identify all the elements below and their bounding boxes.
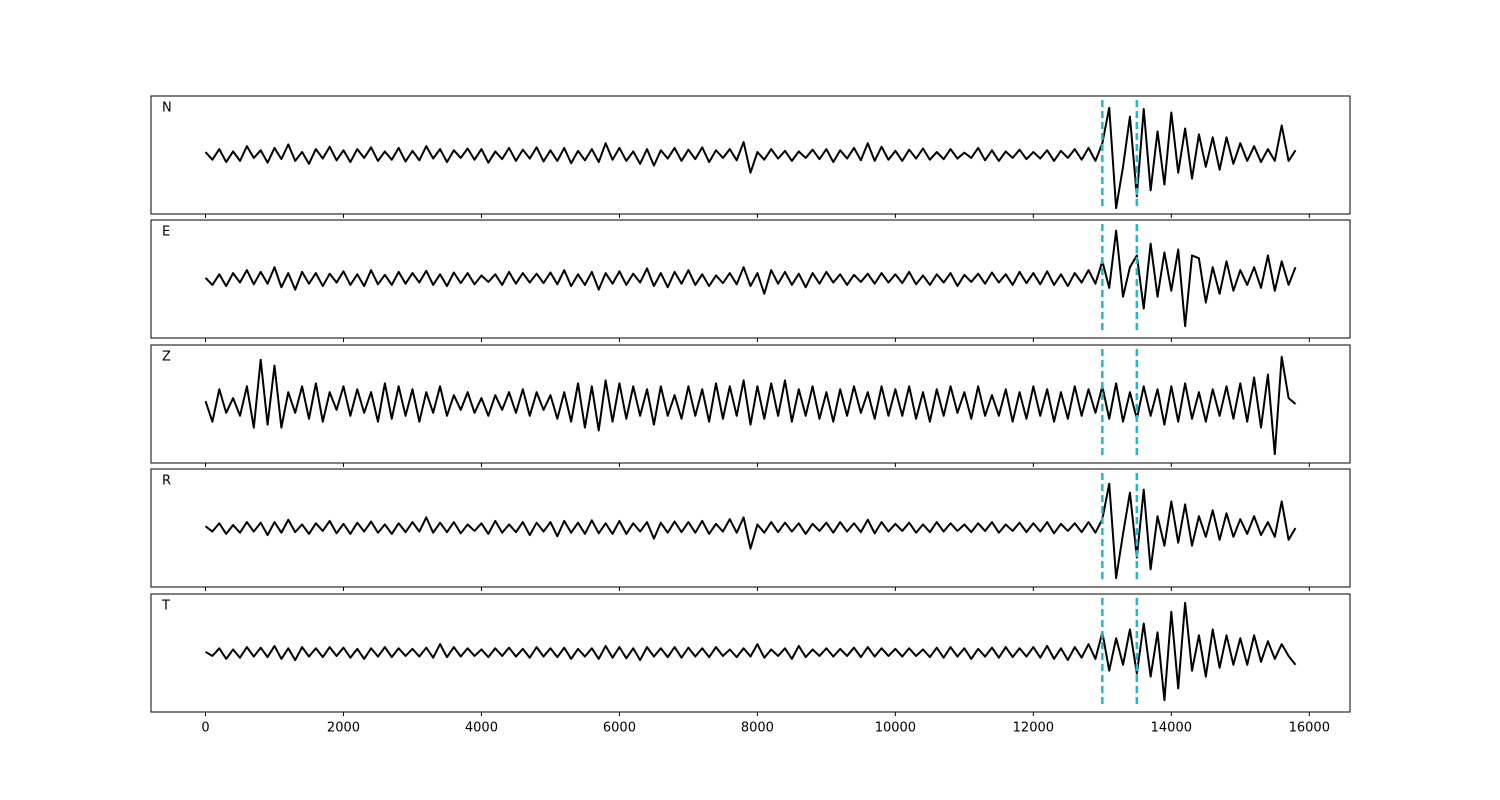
panel-label: N <box>162 101 172 116</box>
panel-label: Z <box>162 350 171 365</box>
panel-frame <box>150 468 1351 588</box>
x-tick-label: 6000 <box>603 721 636 736</box>
x-tick-label: 0 <box>201 721 209 736</box>
trace <box>204 355 1297 456</box>
x-tick-label: 14000 <box>1151 721 1192 736</box>
trace <box>204 106 1297 210</box>
x-tick-label: 12000 <box>1013 721 1054 736</box>
panel-label: R <box>162 474 171 489</box>
panel-frame <box>150 344 1351 464</box>
x-tick-label: 2000 <box>327 721 360 736</box>
x-tick-label: 10000 <box>875 721 916 736</box>
panel-frame <box>150 219 1351 339</box>
x-tick-label: 16000 <box>1289 721 1330 736</box>
panel-frame <box>150 593 1351 713</box>
x-tick-label: 4000 <box>465 721 498 736</box>
trace <box>204 482 1297 580</box>
trace <box>204 229 1297 328</box>
panel-label: E <box>162 225 170 240</box>
trace <box>204 601 1297 702</box>
panel-frame <box>150 95 1351 215</box>
panel-label: T <box>161 599 170 614</box>
x-tick-label: 8000 <box>741 721 774 736</box>
